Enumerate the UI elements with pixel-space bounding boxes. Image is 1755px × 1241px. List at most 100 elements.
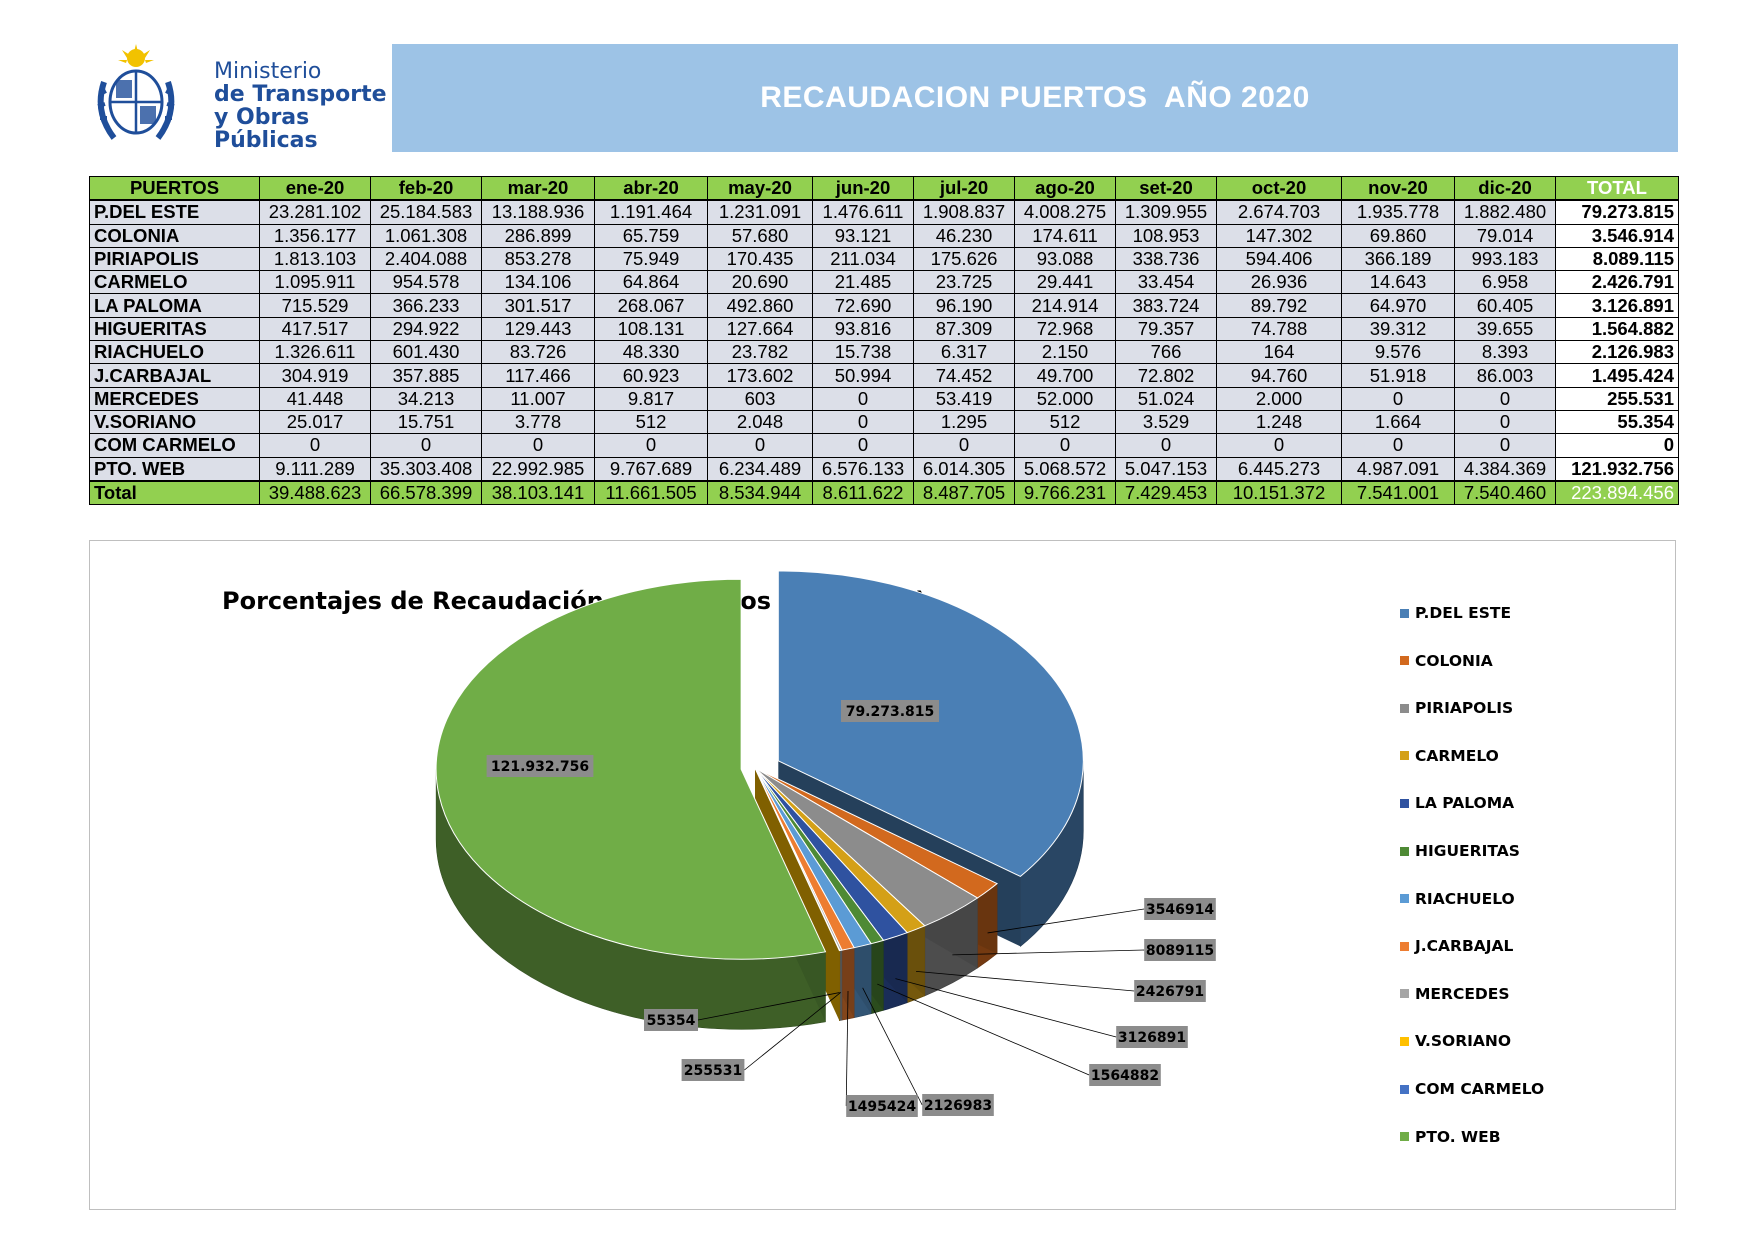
month-value-cell: 65.759 — [594, 223, 708, 248]
data-label: 55354 — [647, 1013, 696, 1029]
table-header-row: PUERTOS ene-20 feb-20 mar-20 abr-20 may-20 jun… — [89, 176, 1679, 202]
month-value-cell: 23.782 — [707, 340, 813, 365]
table-total-row: Total 39.488.623 66.578.399 38.103.141 11.66… — [89, 479, 1679, 506]
month-value-cell: 39.488.623 — [259, 479, 371, 506]
month-value-cell: 11.007 — [481, 386, 595, 411]
legend-swatch — [1400, 798, 1409, 808]
month-value-cell: 25.184.583 — [370, 199, 482, 225]
month-value-cell: 50.994 — [812, 363, 914, 388]
month-value-cell: 0 — [259, 433, 371, 458]
pie-slice-pto-web — [435, 578, 827, 960]
legend-item: P.DEL ESTE — [1400, 603, 1511, 623]
month-value-cell: 301.517 — [481, 293, 595, 318]
month-value-cell: 170.435 — [707, 246, 813, 272]
legend-label: COM CARMELO — [1415, 1080, 1545, 1098]
coat-of-arms-icon — [97, 44, 175, 140]
row-total-cell: 255.531 — [1555, 386, 1679, 411]
month-value-cell: 2.048 — [707, 409, 813, 435]
legend-item: CARMELO — [1400, 746, 1499, 766]
column-header: abr-20 — [594, 176, 708, 202]
month-value-cell: 174.611 — [1014, 223, 1116, 248]
row-total-cell: 121.932.756 — [1555, 456, 1679, 482]
month-value-cell: 6.576.133 — [812, 456, 914, 482]
legend-item: LA PALOMA — [1400, 793, 1514, 813]
month-value-cell: 2.674.703 — [1216, 199, 1342, 225]
month-value-cell: 89.792 — [1216, 293, 1342, 318]
month-value-cell: 108.953 — [1115, 223, 1217, 248]
legend-label: RIACHUELO — [1415, 889, 1515, 908]
month-value-cell: 1.813.103 — [259, 246, 371, 272]
table-row: RIACHUELO 1.326.611 601.430 83.726 48.330 23.… — [89, 340, 1679, 365]
table-row: COM CARMELO 0 0 0 0 0 0 0 0 0 0 0 0 0 — [89, 433, 1679, 458]
month-value-cell: 51.024 — [1115, 386, 1217, 411]
data-label: 8089115 — [1146, 943, 1214, 959]
month-value-cell: 993.183 — [1454, 246, 1556, 272]
month-value-cell: 0 — [481, 433, 595, 458]
month-value-cell: 49.700 — [1014, 363, 1116, 388]
month-value-cell: 39.655 — [1454, 316, 1556, 342]
month-value-cell: 1.476.611 — [812, 199, 914, 225]
pie-chart: 79.273.815 3546914 8089115 2426791 3126891 15… — [435, 570, 1216, 1117]
table-row: LA PALOMA 715.529 366.233 301.517 268.067 492… — [89, 293, 1679, 318]
month-value-cell: 0 — [370, 433, 482, 458]
column-header: dic-20 — [1454, 176, 1556, 202]
data-label: 2426791 — [1136, 984, 1204, 1000]
pie-slices — [435, 570, 1084, 960]
month-value-cell: 13.188.936 — [481, 199, 595, 225]
month-value-cell: 1.248 — [1216, 409, 1342, 435]
ministry-name-line1: Ministerio — [214, 59, 322, 84]
data-label-box — [846, 1095, 918, 1117]
month-value-cell: 175.626 — [913, 246, 1015, 272]
column-header-puertos: PUERTOS — [89, 176, 260, 202]
month-value-cell: 72.690 — [812, 293, 914, 318]
month-value-cell: 48.330 — [594, 340, 708, 365]
row-total-cell: 2.126.983 — [1555, 340, 1679, 365]
month-value-cell: 294.922 — [370, 316, 482, 342]
title-banner: RECAUDACION PUERTOS AÑO 2020 — [392, 44, 1678, 152]
month-value-cell: 594.406 — [1216, 246, 1342, 272]
data-label-box — [922, 1094, 994, 1116]
port-name-cell: PTO. WEB — [89, 456, 260, 482]
month-value-cell: 7.541.001 — [1341, 479, 1455, 506]
legend-item: PIRIAPOLIS — [1400, 698, 1513, 718]
month-value-cell: 1.095.911 — [259, 270, 371, 295]
month-value-cell: 79.014 — [1454, 223, 1556, 248]
pie-data-labels: 79.273.815 3546914 8089115 2426791 3126891 15… — [486, 700, 1216, 1117]
month-value-cell: 6.317 — [913, 340, 1015, 365]
month-value-cell: 3.529 — [1115, 409, 1217, 435]
month-value-cell: 21.485 — [812, 270, 914, 295]
ministry-logo: Ministerio de Transporte y Obras Pública… — [92, 42, 392, 152]
port-name-cell: CARMELO — [89, 270, 260, 295]
legend-label: P.DEL ESTE — [1415, 604, 1512, 622]
legend-swatch — [1400, 608, 1409, 618]
month-value-cell: 2.150 — [1014, 340, 1116, 365]
column-header: TOTAL — [1555, 176, 1679, 202]
month-value-cell: 211.034 — [812, 246, 914, 272]
port-name-cell: PIRIAPOLIS — [89, 246, 260, 272]
data-label-box — [1089, 1064, 1161, 1086]
label-leader-line — [697, 992, 840, 1021]
month-value-cell: 0 — [1014, 433, 1116, 458]
column-header: feb-20 — [370, 176, 482, 202]
page-title: RECAUDACION PUERTOS AÑO 2020 — [760, 81, 1310, 114]
ministry-name: Ministerio de Transporte y Obras Pública… — [214, 60, 392, 152]
data-label: 255531 — [684, 1063, 742, 1079]
legend-swatch — [1400, 941, 1409, 951]
month-value-cell: 87.309 — [913, 316, 1015, 342]
data-label: 3126891 — [1118, 1030, 1186, 1046]
label-leader-line — [895, 978, 1117, 1038]
row-total-cell: 1.495.424 — [1555, 363, 1679, 388]
month-value-cell: 6.445.273 — [1216, 456, 1342, 482]
month-value-cell: 147.302 — [1216, 223, 1342, 248]
month-value-cell: 14.643 — [1341, 270, 1455, 295]
port-name-cell: COM CARMELO — [89, 433, 260, 458]
month-value-cell: 64.970 — [1341, 293, 1455, 318]
legend-label: J.CARBAJAL — [1415, 937, 1514, 956]
port-name-cell: P.DEL ESTE — [89, 199, 260, 225]
legend-swatch — [1400, 846, 1409, 856]
month-value-cell: 96.190 — [913, 293, 1015, 318]
column-header: set-20 — [1115, 176, 1217, 202]
legend-item: PTO. WEB — [1400, 1127, 1501, 1147]
data-label-box — [1116, 1026, 1188, 1048]
month-value-cell: 72.802 — [1115, 363, 1217, 388]
